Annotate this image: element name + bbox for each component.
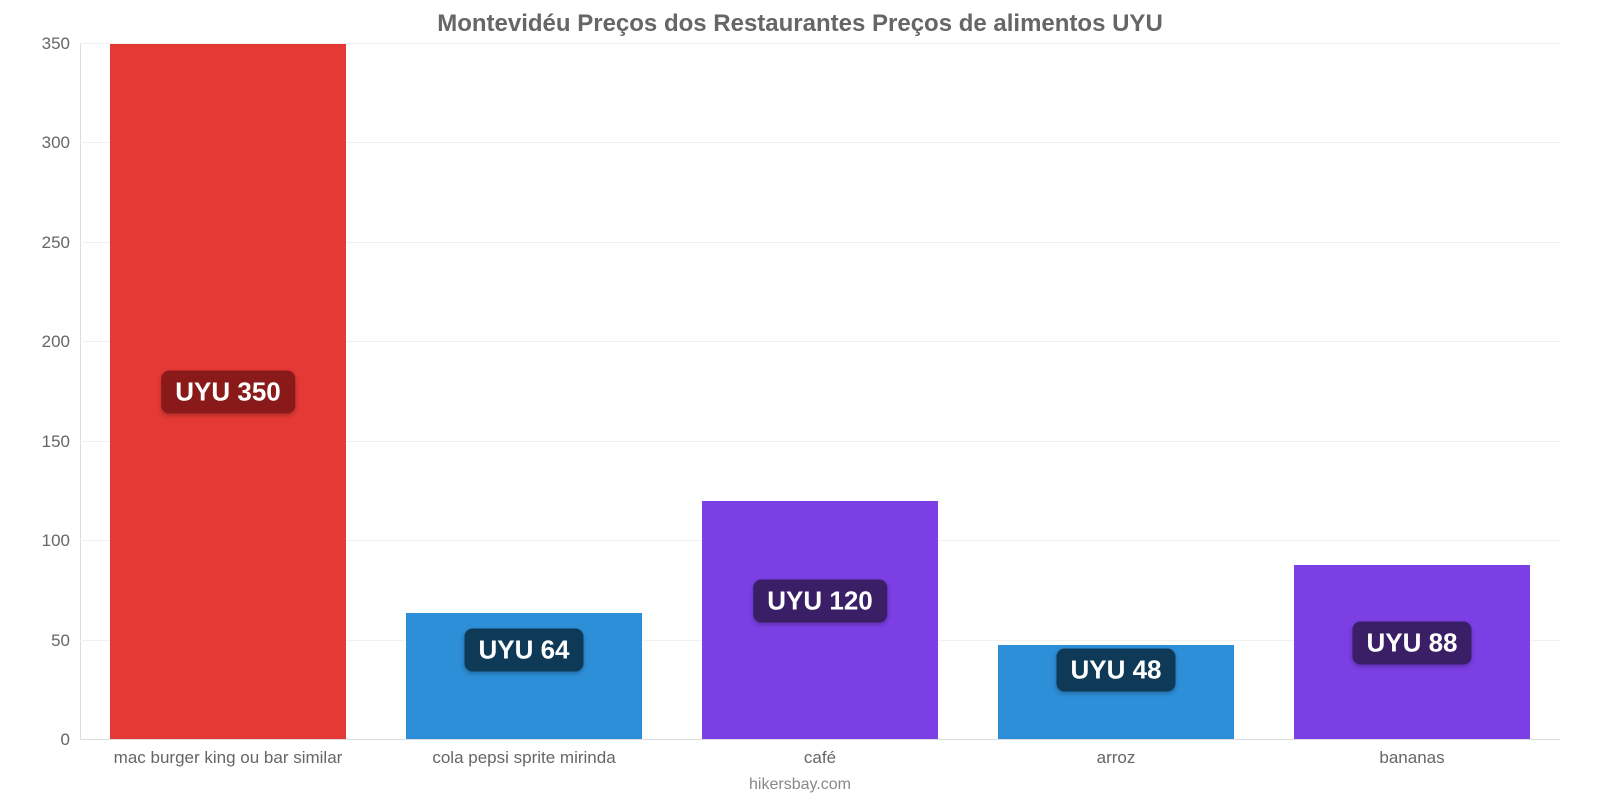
value-badge: UYU 350 [161, 371, 295, 414]
y-tick-label: 250 [42, 233, 80, 253]
x-tick-label: café [804, 740, 836, 768]
chart-title: Montevidéu Preços dos Restaurantes Preço… [0, 10, 1600, 38]
bars-container [80, 44, 1560, 740]
x-tick-label: cola pepsi sprite mirinda [432, 740, 615, 768]
price-bar-chart: Montevidéu Preços dos Restaurantes Preço… [0, 0, 1600, 800]
chart-footer: hikersbay.com [0, 776, 1600, 794]
y-tick-label: 50 [51, 631, 80, 651]
y-tick-label: 300 [42, 133, 80, 153]
value-badge: UYU 120 [753, 579, 887, 622]
y-tick-label: 0 [61, 730, 80, 750]
y-tick-label: 350 [42, 34, 80, 54]
x-tick-label: mac burger king ou bar similar [114, 740, 343, 768]
value-badge: UYU 48 [1056, 649, 1175, 692]
y-tick-label: 150 [42, 432, 80, 452]
x-tick-label: bananas [1379, 740, 1444, 768]
x-tick-label: arroz [1097, 740, 1136, 768]
value-badge: UYU 88 [1352, 621, 1471, 664]
y-tick-label: 100 [42, 531, 80, 551]
plot-area: 050100150200250300350 mac burger king ou… [80, 44, 1560, 740]
y-tick-label: 200 [42, 332, 80, 352]
value-badge: UYU 64 [464, 628, 583, 671]
